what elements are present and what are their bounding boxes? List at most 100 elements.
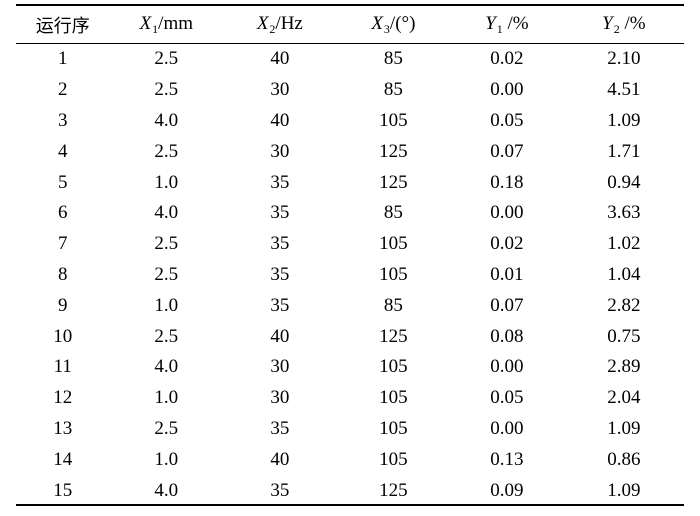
cell-x2: 40 <box>270 109 290 131</box>
cell-x2: 30 <box>270 356 290 378</box>
cell-x2: 35 <box>270 233 290 255</box>
cell-run-order: 2 <box>58 79 68 101</box>
header-row: 运行序 X1/mm X2/Hz X3/(°) Y1 /% Y2 /% <box>16 6 684 43</box>
cell-y1: 0.05 <box>490 109 524 131</box>
cell-y2: 2.04 <box>607 387 641 409</box>
cell-x2: 35 <box>270 263 290 285</box>
table-row: 7 2.5 35 105 0.02 1.02 <box>16 229 684 260</box>
cell-x2: 35 <box>270 171 290 193</box>
cell-x3: 105 <box>379 417 408 439</box>
cell-y1: 0.00 <box>490 79 524 101</box>
cell-y2: 4.51 <box>607 79 641 101</box>
table-row: 6 4.0 35 85 0.00 3.63 <box>16 198 684 229</box>
cell-run-order: 10 <box>53 325 73 347</box>
table-header: 运行序 X1/mm X2/Hz X3/(°) Y1 /% Y2 /% <box>16 6 684 43</box>
cell-run-order: 4 <box>58 140 68 162</box>
cell-y2: 1.09 <box>607 479 641 501</box>
table-row: 5 1.0 35 125 0.18 0.94 <box>16 167 684 198</box>
experiment-results-table: 运行序 X1/mm X2/Hz X3/(°) Y1 /% Y2 /% 1 2.5 4… <box>16 6 684 506</box>
cell-y1: 0.02 <box>490 233 524 255</box>
table-header-rule <box>16 43 684 44</box>
cell-y2: 1.09 <box>607 417 641 439</box>
cell-x3: 105 <box>379 448 408 470</box>
cell-x2: 30 <box>270 79 290 101</box>
cell-run-order: 13 <box>53 417 73 439</box>
cell-y2: 0.75 <box>607 325 641 347</box>
header-x1: X1/mm <box>110 6 224 43</box>
cell-x2: 30 <box>270 387 290 409</box>
cell-x2: 40 <box>270 448 290 470</box>
cell-x2: 30 <box>270 140 290 162</box>
cell-y1: 0.00 <box>490 417 524 439</box>
header-x3-unit: /(°) <box>389 12 416 34</box>
cell-y2: 2.89 <box>607 356 641 378</box>
cell-y1: 0.01 <box>490 263 524 285</box>
table-body: 1 2.5 40 85 0.02 2.10 2 2.5 30 85 0.00 4.51 3 4.0 40 10… <box>16 44 684 506</box>
cell-x1: 1.0 <box>154 171 179 193</box>
table-row: 9 1.0 35 85 0.07 2.82 <box>16 290 684 321</box>
cell-x1: 4.0 <box>154 479 179 501</box>
table-row: 4 2.5 30 125 0.07 1.71 <box>16 136 684 167</box>
cell-y1: 0.07 <box>490 294 524 316</box>
cell-x1: 1.0 <box>154 294 179 316</box>
table-row: 13 2.5 35 105 0.00 1.09 <box>16 414 684 445</box>
header-x2-sub: 2 <box>269 21 276 36</box>
header-x1-unit: /mm <box>158 12 194 34</box>
cell-x3: 85 <box>383 48 403 70</box>
cell-x2: 40 <box>270 48 290 70</box>
table-row: 15 4.0 35 125 0.09 1.09 <box>16 475 684 506</box>
header-y2: Y2 /% <box>564 6 684 43</box>
cell-y2: 2.10 <box>607 48 641 70</box>
cell-run-order: 8 <box>58 263 68 285</box>
header-x3: X3/(°) <box>337 6 451 43</box>
header-run-order: 运行序 <box>35 15 90 37</box>
cell-x1: 2.5 <box>154 417 179 439</box>
cell-x1: 2.5 <box>154 233 179 255</box>
cell-x2: 35 <box>270 417 290 439</box>
header-x3-var: X <box>371 12 383 34</box>
cell-x2: 35 <box>270 202 290 224</box>
header-y1-unit: /% <box>502 12 529 34</box>
cell-y1: 0.00 <box>490 356 524 378</box>
header-y2-sub: 2 <box>613 21 620 36</box>
header-y1-var: Y <box>485 12 496 34</box>
cell-y1: 0.02 <box>490 48 524 70</box>
cell-run-order: 14 <box>53 448 73 470</box>
table-row: 12 1.0 30 105 0.05 2.04 <box>16 383 684 414</box>
cell-x3: 105 <box>379 233 408 255</box>
header-y2-var: Y <box>602 12 613 34</box>
header-x2: X2/Hz <box>223 6 337 43</box>
cell-x3: 105 <box>379 356 408 378</box>
cell-y2: 0.86 <box>607 448 641 470</box>
cell-x1: 2.5 <box>154 79 179 101</box>
header-x2-unit: /Hz <box>275 12 303 34</box>
cell-x1: 1.0 <box>154 387 179 409</box>
cell-y2: 1.71 <box>607 140 641 162</box>
cell-y1: 0.08 <box>490 325 524 347</box>
header-y2-unit: /% <box>619 12 646 34</box>
cell-x3: 105 <box>379 109 408 131</box>
cell-run-order: 12 <box>53 387 73 409</box>
cell-run-order: 9 <box>58 294 68 316</box>
cell-x1: 4.0 <box>154 109 179 131</box>
cell-x3: 85 <box>383 202 403 224</box>
cell-y2: 1.04 <box>607 263 641 285</box>
cell-x3: 105 <box>379 387 408 409</box>
cell-x3: 125 <box>379 479 408 501</box>
cell-run-order: 5 <box>58 171 68 193</box>
table-top-rule <box>16 4 684 6</box>
cell-x1: 1.0 <box>154 448 179 470</box>
header-x1-var: X <box>139 12 152 34</box>
table-row: 10 2.5 40 125 0.08 0.75 <box>16 321 684 352</box>
cell-x2: 40 <box>270 325 290 347</box>
cell-x3: 125 <box>379 140 408 162</box>
cell-run-order: 15 <box>53 479 73 501</box>
cell-run-order: 1 <box>58 48 68 70</box>
cell-x1: 4.0 <box>154 356 179 378</box>
table-row: 2 2.5 30 85 0.00 4.51 <box>16 75 684 106</box>
table-row: 3 4.0 40 105 0.05 1.09 <box>16 106 684 137</box>
table-row: 11 4.0 30 105 0.00 2.89 <box>16 352 684 383</box>
cell-x1: 2.5 <box>154 263 179 285</box>
cell-run-order: 11 <box>53 356 72 378</box>
cell-y2: 2.82 <box>607 294 641 316</box>
